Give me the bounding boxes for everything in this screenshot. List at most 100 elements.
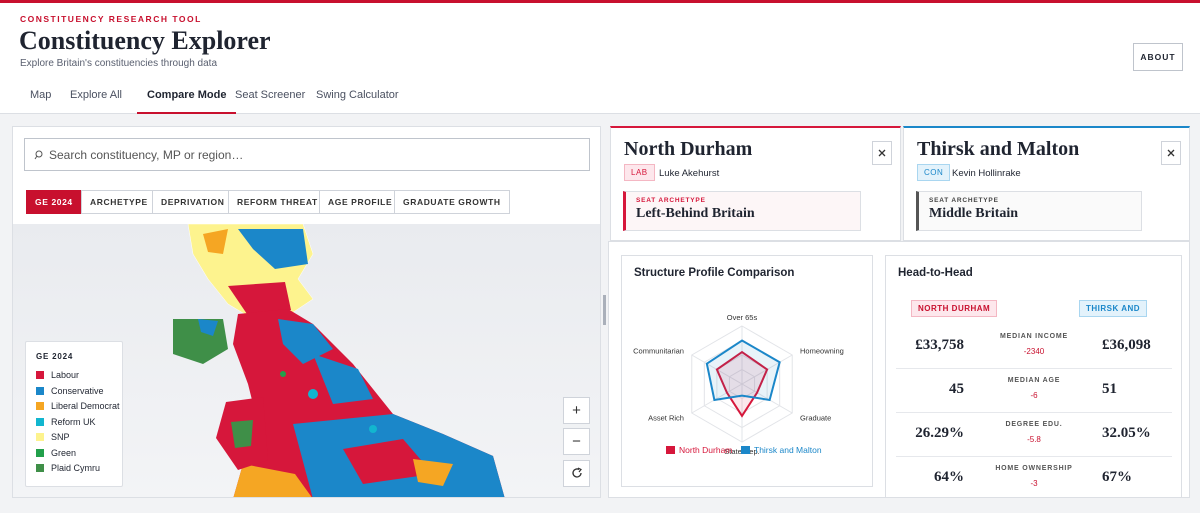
legend-label: Liberal Democrat — [51, 401, 120, 411]
radar-title: Structure Profile Comparison — [634, 267, 795, 279]
mp-name: Kevin Hollinrake — [952, 168, 1021, 179]
h2h-right-value: £36,098 — [1102, 337, 1151, 353]
head-to-head-panel: Head-to-Head NORTH DURHAM THIRSK AND £33… — [885, 255, 1182, 498]
legend-swatch — [36, 371, 44, 379]
h2h-left-badge: NORTH DURHAM — [911, 300, 998, 317]
h2h-metric: DEGREE EDU. — [1005, 421, 1063, 428]
archetype-box: SEAT ARCHETYPE Left-Behind Britain — [623, 191, 861, 231]
row-divider — [896, 412, 1172, 413]
h2h-right-value: 67% — [1102, 469, 1132, 485]
h2h-left-value: £33,758 — [915, 337, 964, 353]
legend-item: Green — [36, 448, 120, 464]
archetype-box: SEAT ARCHETYPE Middle Britain — [916, 191, 1142, 231]
legend-label: Green — [51, 447, 77, 458]
archetype-label: SEAT ARCHETYPE — [929, 197, 999, 204]
radar-series — [705, 339, 781, 402]
row-divider — [896, 456, 1172, 457]
filter-button[interactable]: REFORM THREAT — [228, 190, 327, 214]
legend-swatch — [666, 446, 675, 454]
h2h-diff: -6 — [1030, 391, 1038, 400]
legend-item: Labour — [36, 370, 120, 386]
nav-bar: Map Explore All Compare Mode Seat Screener S… — [0, 76, 1200, 114]
legend-swatch — [741, 446, 750, 454]
zoom-button[interactable]: − — [563, 428, 590, 455]
search-icon — [34, 150, 43, 160]
filter-button[interactable]: AGE PROFILE — [319, 190, 402, 214]
legend-swatch — [36, 433, 44, 441]
nav-tab[interactable]: Explore All — [70, 89, 122, 101]
nav-tab[interactable]: Seat Screener — [235, 89, 306, 101]
archetype: Left-Behind Britain — [636, 206, 755, 221]
legend-swatch — [36, 464, 44, 472]
legend-swatch — [36, 386, 44, 395]
radar-axis-label: Graduate — [800, 414, 831, 423]
h2h-diff: -5.8 — [1027, 435, 1041, 444]
zoom-button[interactable]: + — [563, 397, 590, 424]
nav-tab[interactable]: Swing Calculator — [316, 89, 399, 101]
kicker: CONSTITUENCY RESEARCH TOOL — [20, 14, 202, 24]
h2h-diff: -3 — [1030, 479, 1038, 488]
h2h-metric: MEDIAN AGE — [1007, 377, 1061, 384]
h2h-left-value: 26.29% — [915, 425, 964, 441]
radar-series — [715, 350, 769, 418]
seat-name: North Durham — [624, 138, 753, 160]
h2h-metric: HOME OWNERSHIP — [995, 465, 1073, 472]
legend-label: Thirsk and Malton — [754, 445, 822, 455]
legend-item: Reform UK — [36, 417, 120, 433]
close-icon — [1167, 149, 1175, 157]
party-badge: LAB — [624, 164, 655, 181]
search-placeholder: Search constituency, MP or region… — [49, 148, 244, 162]
legend-title: GE 2024 — [36, 352, 74, 361]
resize-handle[interactable] — [603, 295, 606, 325]
h2h-title: Head-to-Head — [898, 267, 973, 279]
map-shapes — [173, 223, 505, 497]
close-icon — [878, 149, 886, 157]
nav-tab[interactable]: Compare Mode — [137, 76, 237, 114]
radar-axis-label: Over 65s — [727, 313, 758, 322]
radar-axis-label: Asset Rich — [648, 414, 684, 423]
h2h-diff: -2340 — [1023, 347, 1045, 356]
radar-axis — [741, 383, 793, 414]
map-panel: Search constituency, MP or region… GE 20… — [12, 126, 601, 498]
legend-label: Plaid Cymru — [51, 463, 101, 473]
party-badge: CON — [917, 164, 951, 181]
archetype-label: SEAT ARCHETYPE — [636, 197, 706, 204]
close-button[interactable] — [872, 141, 892, 165]
filter-button[interactable]: GE 2024 — [26, 190, 82, 214]
filter-button[interactable]: DEPRIVATION — [152, 190, 234, 214]
radar-axis-label: Communitarian — [633, 347, 684, 356]
close-button[interactable] — [1161, 141, 1181, 165]
h2h-left-value: 64% — [934, 469, 964, 485]
seat-name: Thirsk and Malton — [917, 138, 1080, 160]
radar-axis — [691, 383, 743, 414]
subtitle: Explore Britain's constituencies through… — [20, 58, 218, 69]
legend-item: Liberal Democrat — [36, 401, 120, 417]
legend-swatch — [36, 402, 44, 410]
legend-label: SNP — [51, 432, 70, 442]
filter-button[interactable]: ARCHETYPE — [81, 190, 157, 214]
h2h-right-badge: THIRSK AND — [1079, 300, 1148, 317]
archetype: Middle Britain — [929, 206, 1019, 221]
legend-item: Conservative — [36, 386, 120, 402]
radar-axis-label: Homeowning — [800, 347, 844, 356]
legend-items: Labour Conservative Liberal Democrat Reform… — [36, 370, 120, 479]
reset-button[interactable] — [563, 460, 590, 487]
legend-label: Reform UK — [51, 416, 96, 427]
app-title: Constituency Explorer — [19, 26, 271, 55]
reset-icon — [571, 467, 582, 478]
legend-label: Labour — [51, 370, 80, 380]
nav-tab[interactable]: Map — [30, 89, 52, 101]
map-legend: GE 2024 Labour Conservative Liberal Democr… — [25, 341, 123, 487]
filter-button[interactable]: GRADUATE GROWTH — [394, 190, 510, 214]
h2h-right-value: 51 — [1102, 381, 1117, 397]
search-box[interactable]: Search constituency, MP or region… — [24, 138, 590, 171]
legend-item: Plaid Cymru — [36, 463, 120, 479]
about-button[interactable]: ABOUT — [1133, 43, 1183, 71]
header: CONSTITUENCY RESEARCH TOOL Constituency … — [0, 0, 1200, 76]
mp-name: Luke Akehurst — [659, 168, 720, 179]
seat-card: Thirsk and Malton CON Kevin Hollinrake SEAT… — [903, 126, 1190, 241]
seat-card: North Durham LAB Luke Akehurst SEAT ARCHETY… — [610, 126, 901, 241]
legend-swatch — [36, 417, 44, 426]
